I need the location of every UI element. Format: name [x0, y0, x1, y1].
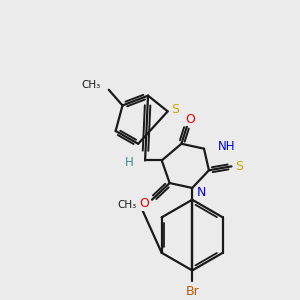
Text: S: S	[236, 160, 243, 173]
Text: O: O	[185, 113, 195, 126]
Text: N: N	[197, 186, 206, 200]
Text: CH₃: CH₃	[82, 80, 101, 90]
Text: S: S	[172, 103, 179, 116]
Text: NH: NH	[218, 140, 235, 153]
Text: O: O	[139, 197, 149, 210]
Text: CH₃: CH₃	[117, 200, 136, 210]
Text: H: H	[125, 156, 134, 169]
Text: Br: Br	[185, 285, 199, 298]
